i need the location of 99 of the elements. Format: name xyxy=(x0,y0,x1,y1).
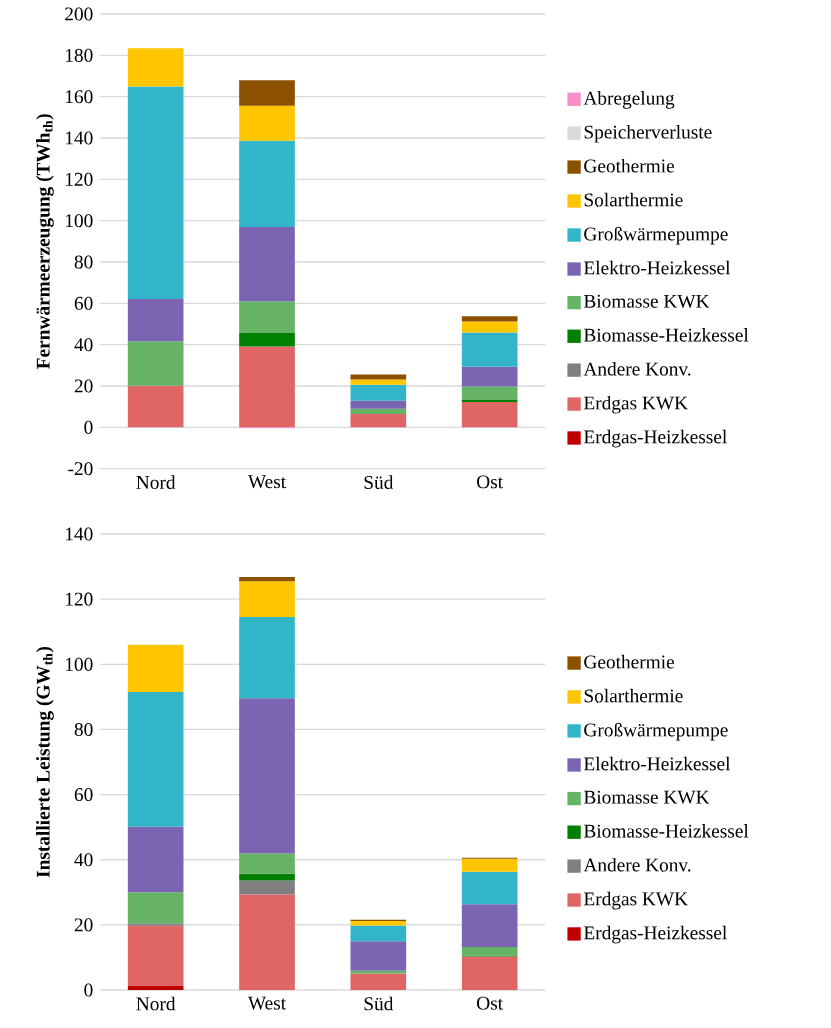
legend-label: Biomasse-Heizkessel xyxy=(584,328,749,342)
bar xyxy=(350,379,407,385)
legend-label: Speicherverluste xyxy=(584,125,712,143)
y-tick-label: 80 xyxy=(74,722,93,736)
bar xyxy=(128,644,184,692)
bar xyxy=(128,385,184,428)
bar xyxy=(239,301,296,333)
bar xyxy=(350,400,407,409)
bar xyxy=(462,366,518,387)
bar xyxy=(350,414,407,428)
x-tick-label: Süd xyxy=(364,475,394,489)
bar xyxy=(350,941,407,971)
bar xyxy=(239,227,296,302)
bar xyxy=(239,853,296,874)
bar xyxy=(350,374,407,380)
bar xyxy=(128,86,184,299)
bar xyxy=(239,581,296,618)
legend-label: Geothermie xyxy=(584,158,675,173)
y-tick-label: 0 xyxy=(84,420,93,434)
legend-label: Geothermie xyxy=(584,654,675,669)
bar xyxy=(239,80,296,106)
bar xyxy=(462,904,518,948)
y-tick-label: 200 xyxy=(65,7,93,21)
bar xyxy=(239,880,296,895)
bar xyxy=(239,698,296,854)
bar xyxy=(128,826,184,893)
bar xyxy=(128,691,184,827)
bar xyxy=(350,384,407,401)
legend-label: Großwärmepumpe xyxy=(584,226,728,245)
bar xyxy=(128,48,184,87)
legend-label: Andere Konv. xyxy=(583,857,691,872)
y-tick-label: 100 xyxy=(66,214,93,228)
y-tick-label: 60 xyxy=(74,296,93,310)
y-tick-label: 20 xyxy=(74,379,93,393)
legend-label: Großwärmepumpe xyxy=(584,722,728,741)
bar xyxy=(350,925,407,942)
y-tick-label: 40 xyxy=(74,853,93,867)
x-tick-label: Ost xyxy=(477,475,504,489)
y-tick-label: 100 xyxy=(66,657,93,671)
legend-label: Biomasse-Heizkessel xyxy=(584,824,749,838)
x-tick-label: West xyxy=(248,996,287,1010)
bar xyxy=(239,332,296,347)
bar xyxy=(128,299,184,342)
bar xyxy=(350,408,407,415)
bar xyxy=(128,923,184,926)
y-tick-label: 120 xyxy=(66,592,93,606)
bar xyxy=(128,925,184,987)
legend-label: Erdgas KWK xyxy=(584,395,689,414)
legend-label: Abregelung xyxy=(583,91,675,109)
legend-label: Erdgas-Heizkessel xyxy=(584,925,728,944)
legend-label: Solarthermie xyxy=(584,192,683,207)
legend-label: Erdgas-Heizkessel xyxy=(584,429,728,448)
y-axis-title: Installierte Leistung (GW$_{th}$) xyxy=(36,646,54,878)
y-tick-label: -20 xyxy=(68,462,93,476)
bar xyxy=(462,316,518,322)
x-tick-label: Nord xyxy=(136,996,176,1011)
bar xyxy=(350,920,407,926)
bar xyxy=(128,892,184,924)
bar xyxy=(462,386,518,401)
legend-label: Biomasse KWK xyxy=(584,294,710,308)
bar xyxy=(239,140,296,228)
y-axis-title: Fernwärmeerzeugung (TWh$_{th}$) xyxy=(36,114,54,369)
legend-label: Elektro-Heizkessel xyxy=(584,260,731,275)
y-tick-label: 0 xyxy=(84,983,93,997)
y-tick-label: 140 xyxy=(66,131,93,145)
legend-label: Solarthermie xyxy=(584,688,683,703)
bar xyxy=(462,402,518,428)
x-tick-label: Süd xyxy=(364,996,394,1011)
bar xyxy=(239,873,296,881)
bar xyxy=(462,332,518,367)
y-tick-label: 140 xyxy=(66,527,93,541)
bar xyxy=(462,956,518,991)
bar xyxy=(462,871,518,905)
bar xyxy=(128,986,184,991)
bar xyxy=(239,894,296,991)
bar xyxy=(239,105,296,141)
y-tick-label: 20 xyxy=(74,918,93,932)
legend-label: Biomasse KWK xyxy=(584,790,710,804)
legend-label: Elektro-Heizkessel xyxy=(584,756,731,771)
y-tick-label: 40 xyxy=(74,338,93,352)
bar xyxy=(462,858,518,872)
bar xyxy=(350,973,407,991)
y-tick-label: 80 xyxy=(74,255,93,269)
y-tick-label: 160 xyxy=(66,90,93,104)
y-tick-label: 60 xyxy=(74,788,93,802)
y-tick-label: 120 xyxy=(66,172,93,186)
x-tick-label: Nord xyxy=(136,475,176,489)
bar xyxy=(462,400,518,403)
legend-label: Erdgas KWK xyxy=(584,891,689,910)
bar xyxy=(462,947,518,956)
bar xyxy=(239,577,296,582)
bar xyxy=(239,346,296,428)
bar xyxy=(128,341,184,386)
legend-label: Andere Konv. xyxy=(583,361,691,376)
x-tick-label: Ost xyxy=(477,996,504,1010)
bar xyxy=(462,321,518,333)
bar xyxy=(239,617,296,699)
y-tick-label: 180 xyxy=(66,48,93,62)
x-tick-label: West xyxy=(248,475,287,489)
